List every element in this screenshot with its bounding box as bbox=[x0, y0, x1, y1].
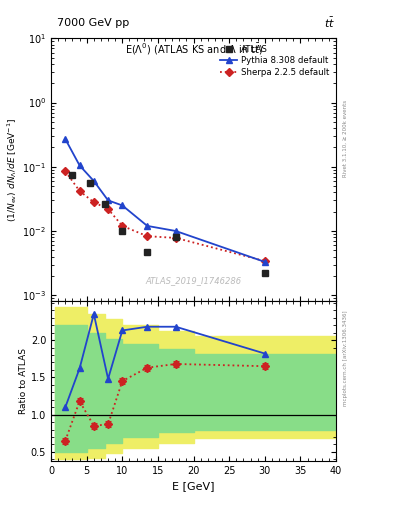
Text: $\mathrm{E}(\Lambda^0)\ \mathrm{(ATLAS\ KS\ and\ \Lambda\ in\ t\bar{t})}$: $\mathrm{E}(\Lambda^0)\ \mathrm{(ATLAS\ … bbox=[125, 42, 263, 57]
Y-axis label: $(1/N_\mathrm{ev})\ dN_\Lambda/dE\ [\mathrm{GeV}^{-1}]$: $(1/N_\mathrm{ev})\ dN_\Lambda/dE\ [\mat… bbox=[6, 118, 20, 222]
Text: ATLAS_2019_I1746286: ATLAS_2019_I1746286 bbox=[145, 276, 242, 286]
X-axis label: E [GeV]: E [GeV] bbox=[172, 481, 215, 491]
Text: 7000 GeV pp: 7000 GeV pp bbox=[57, 18, 129, 28]
Legend: ATLAS, Pythia 8.308 default, Sherpa 2.2.5 default: ATLAS, Pythia 8.308 default, Sherpa 2.2.… bbox=[217, 42, 332, 79]
Text: $t\bar{t}$: $t\bar{t}$ bbox=[324, 16, 335, 30]
Y-axis label: Ratio to ATLAS: Ratio to ATLAS bbox=[19, 348, 28, 414]
Text: Rivet 3.1.10, ≥ 200k events: Rivet 3.1.10, ≥ 200k events bbox=[343, 100, 348, 177]
Text: mcplots.cern.ch [arXiv:1306.3436]: mcplots.cern.ch [arXiv:1306.3436] bbox=[343, 311, 348, 406]
